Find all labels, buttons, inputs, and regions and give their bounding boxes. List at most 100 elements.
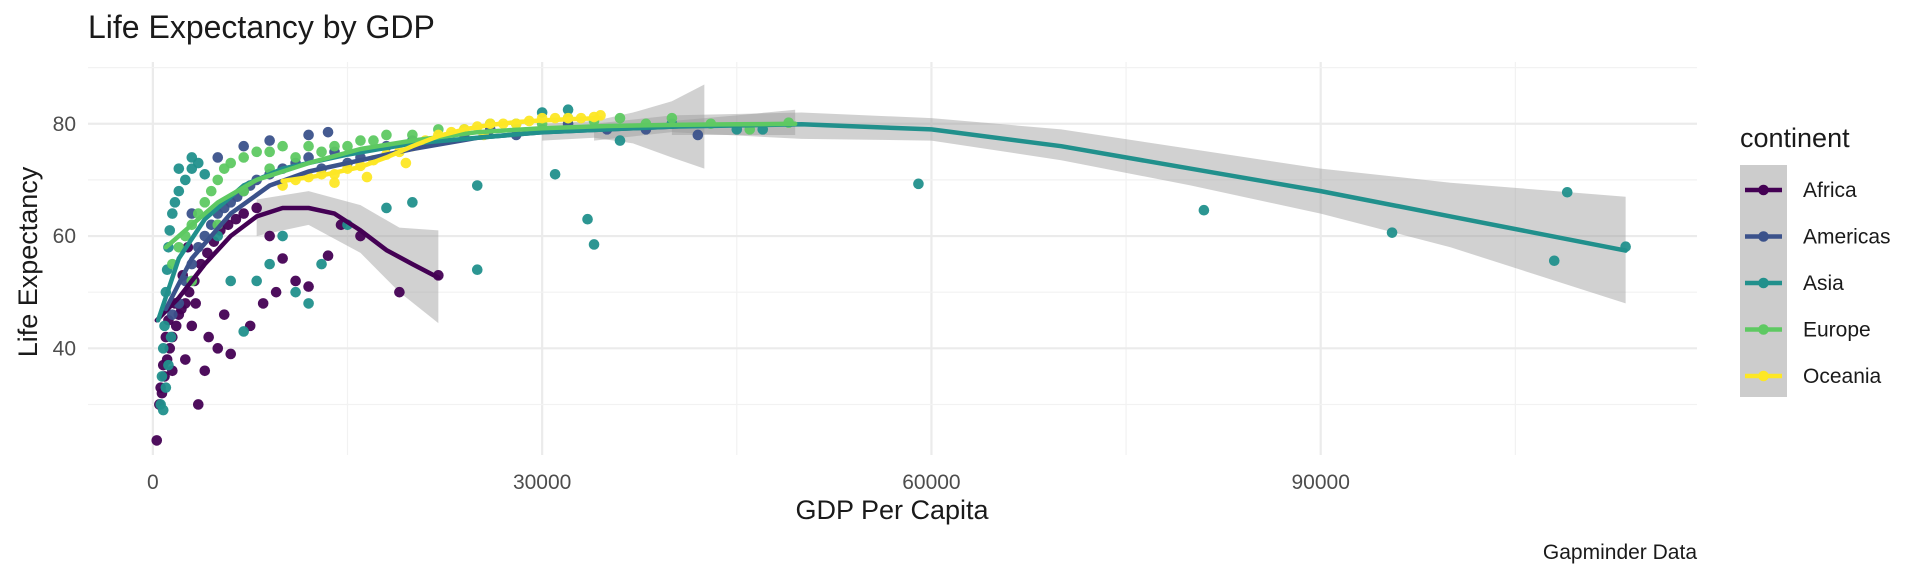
point-europe <box>290 152 301 163</box>
trend-line-asia <box>155 122 1628 323</box>
point-asia <box>157 343 169 354</box>
point-africa <box>218 309 230 320</box>
point-africa <box>230 213 242 225</box>
point-asia <box>381 202 392 214</box>
legend-point-swatch <box>1758 324 1769 335</box>
point-europe <box>173 241 185 253</box>
trend-line-europe <box>163 121 798 250</box>
point-americas <box>167 309 178 320</box>
y-tick-label: 40 <box>53 337 76 360</box>
point-europe <box>277 140 288 152</box>
legend-item-asia: Asia <box>1745 272 1844 295</box>
y-tick-label: 60 <box>53 225 76 248</box>
point-africa <box>170 320 182 332</box>
y-tick-label: 80 <box>53 113 76 136</box>
point-asia <box>290 286 301 298</box>
point-europe <box>212 174 224 186</box>
point-europe <box>199 197 211 208</box>
point-africa <box>225 348 237 360</box>
point-europe <box>342 140 353 152</box>
point-asia <box>160 382 172 393</box>
point-asia <box>165 331 177 343</box>
point-africa <box>212 343 224 354</box>
legend-label: Americas <box>1803 226 1891 249</box>
point-africa <box>180 354 191 365</box>
point-asia <box>159 320 170 332</box>
confidence-band-asia <box>594 112 1626 304</box>
point-europe <box>614 112 626 124</box>
point-asia <box>264 258 275 270</box>
legend-title: continent <box>1740 123 1850 153</box>
point-africa <box>238 208 250 219</box>
point-americas <box>303 129 314 141</box>
legend-label: Africa <box>1803 179 1857 202</box>
point-asia <box>549 168 561 180</box>
point-oceania <box>329 177 340 189</box>
point-africa <box>199 365 211 377</box>
point-europe <box>303 140 314 152</box>
point-europe <box>666 112 678 124</box>
point-asia <box>164 225 176 236</box>
point-europe <box>381 129 392 141</box>
point-asia <box>1548 255 1560 267</box>
point-asia <box>180 174 191 186</box>
x-tick-label: 0 <box>147 471 159 494</box>
x-axis-ticks: 0 30000 60000 90000 <box>147 471 1350 494</box>
point-europe <box>368 135 379 146</box>
point-oceania <box>400 157 412 169</box>
point-europe <box>251 146 262 158</box>
point-asia <box>316 258 327 270</box>
confidence-bands <box>256 84 1626 324</box>
y-axis-ticks: 40 60 80 <box>53 113 76 361</box>
point-europe <box>238 152 250 163</box>
trend-line-africa <box>154 205 441 323</box>
legend-point-swatch <box>1758 277 1769 289</box>
point-africa <box>186 320 198 332</box>
point-africa <box>251 202 262 214</box>
point-asia <box>186 152 198 163</box>
point-europe <box>407 129 418 141</box>
legend-label: Europe <box>1803 319 1871 342</box>
legend: continent Africa Americas Asia Europe Oceani… <box>1740 123 1891 397</box>
legend-point-swatch <box>1758 184 1769 196</box>
point-europe <box>316 146 327 158</box>
point-asia <box>1561 186 1573 198</box>
point-africa <box>257 298 269 309</box>
point-asia <box>277 230 288 242</box>
point-asia <box>303 298 314 309</box>
trend-line-oceania <box>280 115 603 184</box>
point-asia <box>169 197 181 208</box>
legend-label: Asia <box>1803 272 1844 295</box>
chart-caption: Gapminder Data <box>1543 541 1697 564</box>
point-asia <box>582 213 593 225</box>
point-americas <box>264 135 275 146</box>
point-africa <box>203 331 214 343</box>
legend-item-oceania: Oceania <box>1745 365 1882 388</box>
point-americas <box>238 140 250 152</box>
point-americas <box>692 129 704 141</box>
point-asia <box>407 197 418 208</box>
x-tick-label: 30000 <box>513 471 571 494</box>
point-africa <box>290 275 301 287</box>
legend-label: Oceania <box>1803 365 1882 388</box>
point-africa <box>264 230 275 242</box>
x-tick-label: 60000 <box>902 471 960 494</box>
point-asia <box>199 168 211 180</box>
point-africa <box>192 399 204 410</box>
confidence-band-africa <box>256 191 439 324</box>
point-asia <box>562 104 574 116</box>
point-europe <box>264 146 275 158</box>
point-asia <box>614 135 626 146</box>
point-asia <box>157 404 169 416</box>
point-asia <box>173 185 185 197</box>
point-asia <box>913 178 924 190</box>
chart-title: Life Expectancy by GDP <box>88 9 435 45</box>
trend-lines <box>154 115 1628 323</box>
legend-item-africa: Africa <box>1745 179 1857 202</box>
point-americas <box>322 126 334 138</box>
x-axis-title: GDP Per Capita <box>795 495 989 525</box>
point-asia <box>471 264 483 276</box>
legend-point-swatch <box>1758 370 1769 382</box>
point-africa <box>303 281 314 292</box>
